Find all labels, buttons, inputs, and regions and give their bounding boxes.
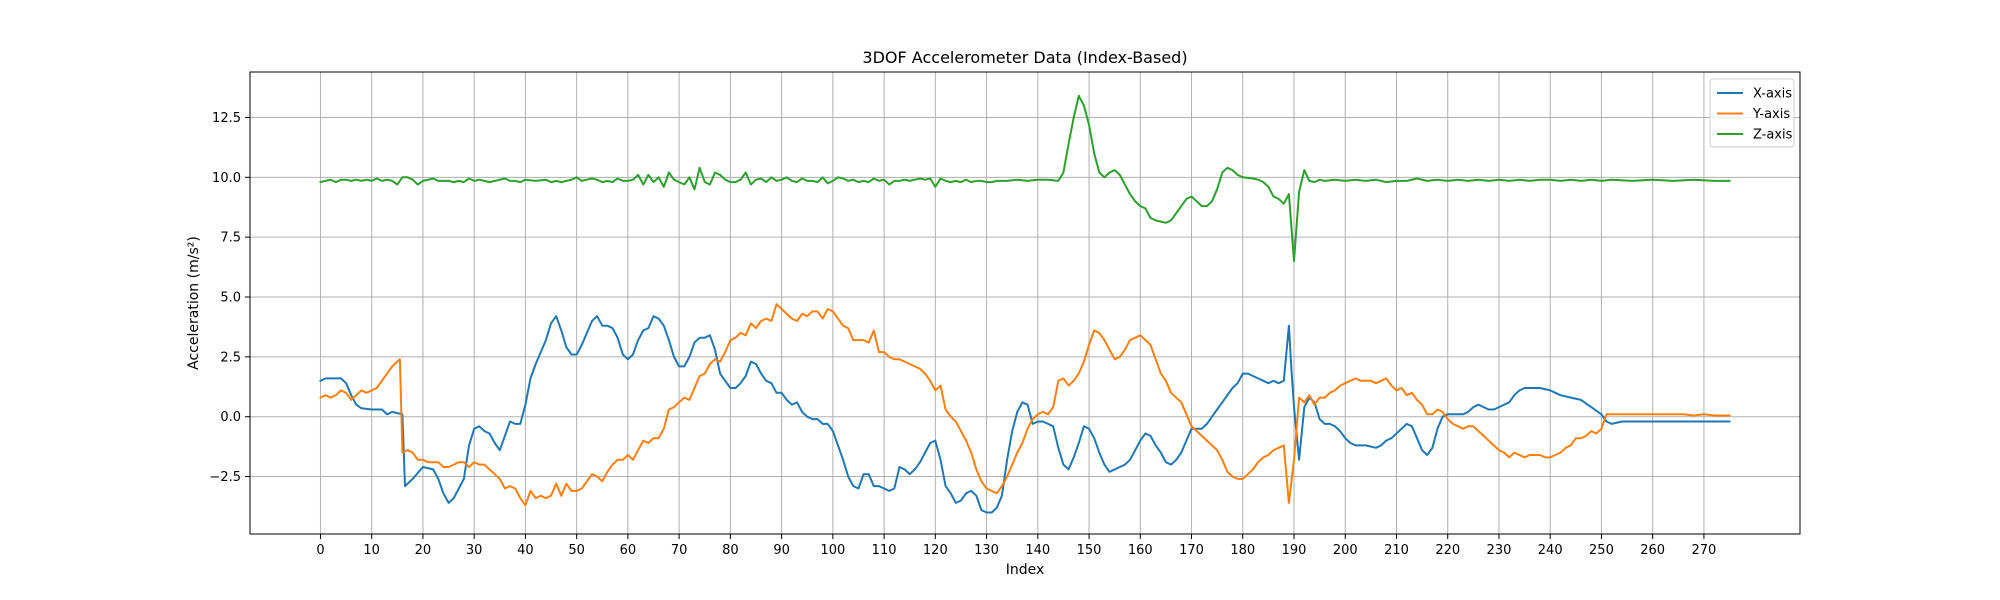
x-tick-label: 170 — [1179, 543, 1204, 558]
x-tick-label: 250 — [1589, 543, 1614, 558]
series-line-y-axis — [319, 303, 1731, 507]
x-axis-label: Index — [1006, 562, 1045, 578]
x-tick-label: 110 — [872, 543, 897, 558]
x-tick-label: 190 — [1282, 543, 1307, 558]
x-tick-label: 50 — [568, 543, 585, 558]
x-tick-label: 80 — [722, 543, 739, 558]
x-tick-label: 90 — [773, 543, 790, 558]
x-tick-label: 210 — [1384, 543, 1409, 558]
x-tick-label: 60 — [620, 543, 637, 558]
plot-lines — [319, 94, 1731, 514]
legend: X-axis Y-axis Z-axis — [1709, 78, 1795, 148]
y-tick-label: 5.0 — [220, 291, 241, 306]
x-tick-label: 130 — [974, 543, 999, 558]
legend-label: Z-axis — [1753, 128, 1793, 143]
x-tick-label: 140 — [1025, 543, 1050, 558]
x-axis-ticks: 0 10 20 30 40 50 60 70 80 90 100 110 120 130 140 150 160… — [316, 534, 1716, 558]
y-tick-label: 2.5 — [220, 350, 241, 365]
x-tick-label: 0 — [316, 543, 324, 558]
x-tick-label: 120 — [923, 543, 948, 558]
series-line-z-axis — [319, 94, 1731, 263]
x-tick-label: 260 — [1640, 543, 1665, 558]
y-tick-label: 12.5 — [212, 111, 241, 126]
legend-label: X-axis — [1753, 87, 1792, 102]
x-tick-label: 180 — [1230, 543, 1255, 558]
x-tick-label: 70 — [671, 543, 688, 558]
plot-area-frame — [249, 71, 1801, 535]
legend-label: Y-axis — [1752, 107, 1790, 122]
x-tick-label: 220 — [1435, 543, 1460, 558]
y-axis-label: Acceleration (m/s²) — [186, 236, 202, 370]
x-tick-label: 200 — [1333, 543, 1358, 558]
x-tick-label: 20 — [415, 543, 432, 558]
x-tick-label: 100 — [820, 543, 845, 558]
x-tick-label: 270 — [1692, 543, 1717, 558]
y-axis-ticks: −2.5 0.0 2.5 5.0 7.5 10.0 12.5 — [209, 111, 250, 485]
x-tick-label: 240 — [1538, 543, 1563, 558]
series-line-x-axis — [319, 315, 1731, 514]
y-tick-label: 10.0 — [212, 171, 241, 186]
legend-frame — [1709, 78, 1795, 148]
chart-title: 3DOF Accelerometer Data (Index-Based) — [862, 48, 1187, 67]
x-tick-label: 30 — [466, 543, 483, 558]
y-tick-label: 0.0 — [220, 410, 241, 425]
x-tick-label: 40 — [517, 543, 534, 558]
y-tick-label: 7.5 — [220, 231, 241, 246]
y-tick-label: −2.5 — [209, 470, 241, 485]
x-tick-label: 230 — [1487, 543, 1512, 558]
x-tick-label: 10 — [363, 543, 380, 558]
x-tick-label: 150 — [1077, 543, 1102, 558]
x-tick-label: 160 — [1128, 543, 1153, 558]
grid-lines — [250, 72, 1800, 534]
